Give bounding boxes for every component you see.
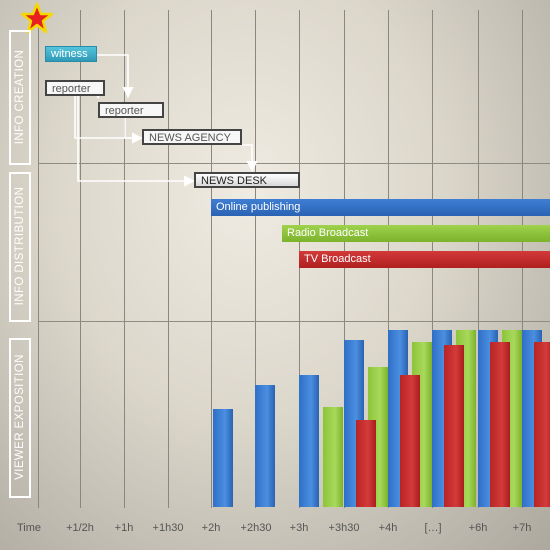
axis-tick-0: +1/2h [66, 522, 94, 534]
grid-line-time-3 [168, 10, 169, 508]
exposure-bar-tv-6 [490, 342, 510, 507]
axis-tick-4: +2h30 [240, 522, 272, 534]
exposure-bar-online-0 [213, 409, 233, 507]
arrow-news-agency-to-news-desk [242, 144, 258, 173]
grid-line-time-4 [211, 10, 212, 508]
section-divider-1 [38, 163, 550, 164]
arrow-witness-to-reporter [96, 54, 134, 99]
node-news-desk: NEWS DESK [194, 172, 300, 188]
grid-line-time-2 [124, 10, 125, 508]
node-reporter-2: reporter [98, 102, 164, 118]
star-icon [20, 2, 54, 34]
bar-online-publishing: Online publishing [211, 199, 550, 216]
axis-tick-8: […] [424, 522, 442, 534]
bar-tv-broadcast: TV Broadcast [299, 251, 550, 268]
axis-tick-6: +3h30 [328, 522, 360, 534]
grid-line-time-5 [255, 10, 256, 508]
exposure-bar-tv-3 [356, 420, 376, 507]
arrow-reporter2-to-news-agency [124, 118, 142, 139]
exposure-bar-tv-7 [534, 342, 550, 507]
node-witness: witness [45, 46, 97, 62]
arrow-reporter-to-news-desk [77, 96, 196, 187]
exposure-bar-radio-2 [323, 407, 343, 507]
axis-tick-1: +1h [114, 522, 134, 534]
section-divider-2 [38, 321, 550, 322]
exposure-bar-tv-4 [400, 375, 420, 507]
axis-tick-3: +2h [201, 522, 221, 534]
axis-tick-7: +4h [378, 522, 398, 534]
section-box-viewer-exposition [9, 338, 31, 498]
axis-tick-5: +3h [289, 522, 309, 534]
axis-time-label: Time [16, 522, 42, 534]
arrow-reporter-to-news-agency [74, 96, 144, 144]
exposure-bar-online-2 [299, 375, 319, 507]
section-box-info-distribution [9, 172, 31, 322]
exposure-bar-online-1 [255, 385, 275, 507]
axis-tick-10: +7h [512, 522, 532, 534]
node-reporter-1: reporter [45, 80, 105, 96]
axis-tick-9: +6h [468, 522, 488, 534]
section-box-info-creation [9, 30, 31, 165]
exposure-bar-tv-5 [444, 345, 464, 507]
bar-radio-broadcast: Radio Broadcast [282, 225, 550, 242]
grid-line-time-1 [80, 10, 81, 508]
grid-line-time-0 [38, 10, 39, 508]
node-news-agency: NEWS AGENCY [142, 129, 242, 145]
axis-tick-2: +1h30 [152, 522, 184, 534]
